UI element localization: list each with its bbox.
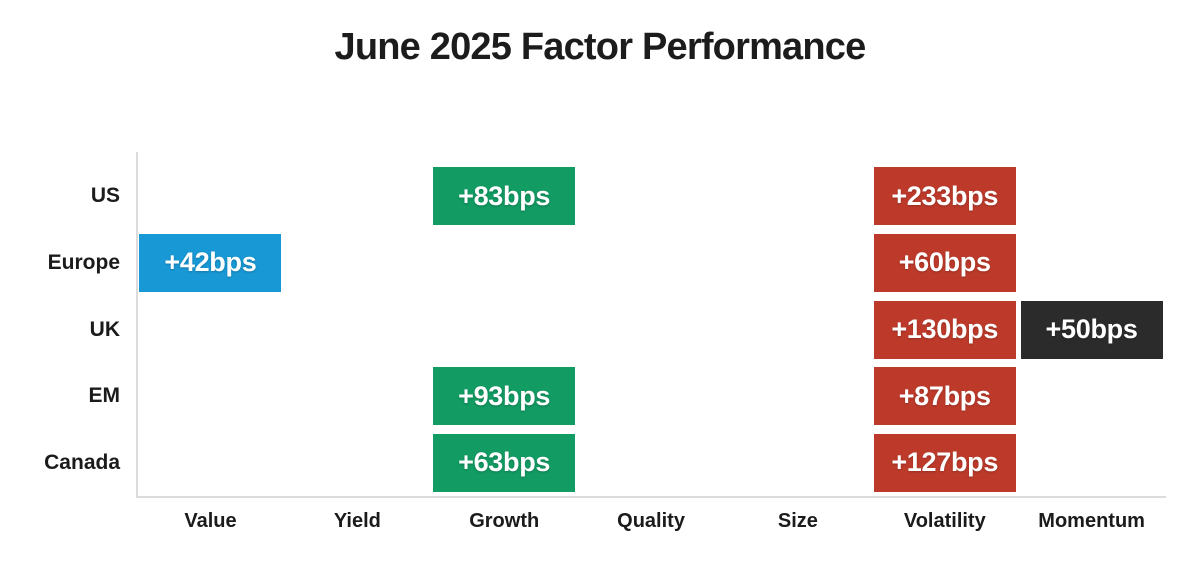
x-axis-line xyxy=(136,496,1166,498)
cell-canada-volatility: +127bps xyxy=(873,433,1016,492)
chart-title: June 2025 Factor Performance xyxy=(334,26,867,68)
cell-us-growth: +83bps xyxy=(433,167,576,226)
cell-uk-volatility: +130bps xyxy=(873,300,1016,359)
col-label-growth: Growth xyxy=(469,510,540,532)
col-label-momentum: Momentum xyxy=(1038,510,1145,532)
row-label-europe: Europe xyxy=(47,250,120,274)
col-label-size: Size xyxy=(777,510,818,532)
cell-us-volatility: +233bps xyxy=(873,167,1016,226)
cell-em-growth: +93bps xyxy=(433,367,576,426)
y-axis-line xyxy=(136,152,138,498)
col-label-quality: Quality xyxy=(617,510,685,532)
row-label-em: EM xyxy=(88,384,121,408)
cell-europe-volatility: +60bps xyxy=(873,233,1016,292)
cell-europe-value: +42bps xyxy=(139,233,282,292)
row-label-uk: UK xyxy=(89,317,120,341)
col-label-yield: Yield xyxy=(333,510,381,532)
col-label-value: Value xyxy=(184,510,237,532)
cell-canada-growth: +63bps xyxy=(433,433,576,492)
row-label-canada: Canada xyxy=(44,450,120,474)
cell-em-volatility: +87bps xyxy=(873,367,1016,426)
col-label-volatility: Volatility xyxy=(903,510,986,532)
cell-uk-momentum: +50bps xyxy=(1020,300,1163,359)
row-label-us: US xyxy=(90,184,120,208)
